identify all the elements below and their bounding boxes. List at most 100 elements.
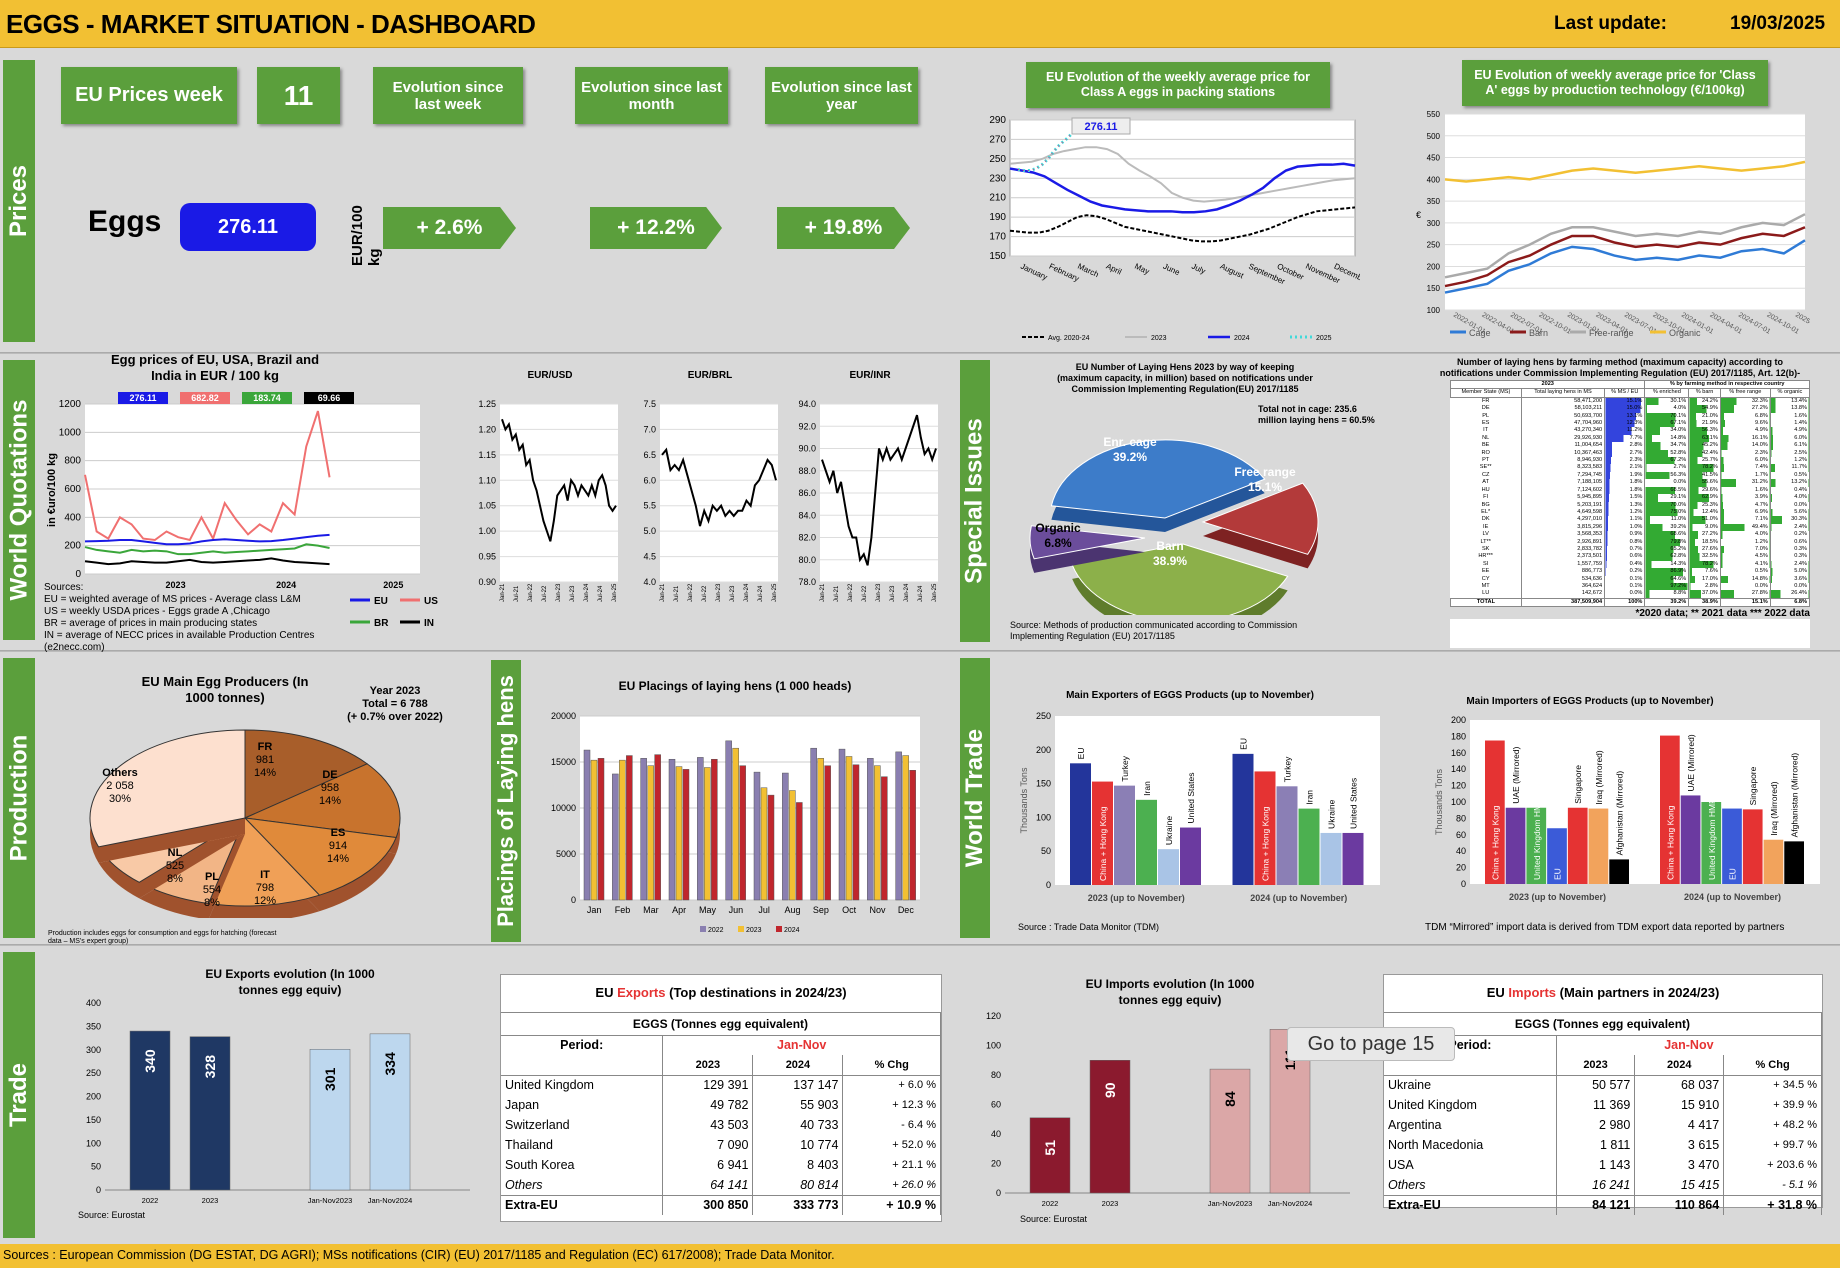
fx-title: EUR/USD (527, 370, 572, 381)
table-cell: + 31.8 % (1723, 1195, 1822, 1215)
bar-UAE (Mirrored) (1680, 795, 1701, 884)
x-tick-label: 2023 (166, 580, 186, 590)
x-tick-label: Jan-21 (660, 583, 666, 602)
table-row: Switzerland 43 503 40 733- 6.4 % (501, 1115, 941, 1135)
x-tick-label: Jan-25 (932, 583, 938, 602)
col-header: 2024 (752, 1055, 844, 1075)
farm-cell: 29.1% (1644, 494, 1690, 502)
pie-pct: 15.1% (1248, 480, 1282, 494)
bar-label: China + Hong Kong (1490, 805, 1500, 880)
x-tick-label: Jan-25 (772, 583, 778, 602)
table-cell: 15 910 (1634, 1095, 1725, 1115)
farm-cell: 142,672 (1521, 590, 1606, 599)
page-tooltip[interactable]: Go to page 15 (1287, 1027, 1455, 1061)
y-tick-label: 250 (1427, 241, 1441, 250)
bar-2022 (782, 772, 789, 901)
farm-cell: MT (1450, 582, 1522, 591)
y-tick-label: 0 (571, 895, 576, 905)
x-group-label: 2024 (up to November) (1684, 892, 1781, 902)
pie-slice-FR (244, 729, 369, 819)
table-row: North Macedonia 1 811 3 615 + 99.7 % (1384, 1135, 1822, 1155)
farm-cell: 37.0% (1688, 590, 1721, 599)
bar-2022 (895, 751, 902, 901)
world-legend: EU US BR IN (350, 596, 438, 629)
table-row: Japan 49 782 55 903 + 12.3 % (501, 1095, 941, 1115)
pie-slice-Barn (1071, 543, 1289, 615)
bar-2022 (129, 1030, 171, 1191)
bar-Turkey (1114, 785, 1135, 885)
y-tick-label: 5.5 (643, 501, 656, 511)
table-cell: North Macedonia (1384, 1135, 1557, 1155)
pie-slice-side (98, 834, 245, 899)
farm-table-row: IE 3,815,296 1.0% 39.2% 9.0% 49.4% 2.4% (1450, 523, 1811, 532)
bar-value: 328 (202, 1055, 218, 1079)
bar-value: 334 (382, 1052, 398, 1076)
legend-swatch (738, 926, 744, 932)
farm-cell: FR (1450, 397, 1522, 406)
legend-label: Avg. 2020-24 (1048, 335, 1090, 342)
x-tick-label: Oct (842, 905, 857, 915)
section-production: Production (3, 658, 35, 938)
bar-Afghanistan (Mirrored) (1609, 859, 1629, 884)
y-tick-label: 250 (1036, 711, 1051, 721)
farm-table-row: SK 2,833,782 0.7% 65.2% 27.6% 7.0% 0.3% (1450, 545, 1811, 554)
y-tick-label: 6.5 (643, 450, 656, 460)
bar-2023 (874, 765, 881, 901)
bar-2023 (647, 765, 654, 901)
row-divider (0, 650, 1840, 652)
y-tick-label: 100 (86, 1138, 101, 1148)
bar-value: 90 (1102, 1082, 1118, 1098)
x-tick-label: Jan (587, 905, 602, 915)
farm-cell: 0.9% (1604, 531, 1646, 539)
farm-cell: 1.9% (1604, 471, 1646, 480)
legend-badge (242, 392, 292, 404)
bar-2024 (909, 770, 916, 901)
pie-label: 14% (254, 767, 276, 779)
pie-pct: 6.8% (1044, 536, 1072, 550)
y-tick-label: 0 (1461, 879, 1466, 889)
bar-Afghanistan (Mirrored) (1784, 841, 1804, 884)
pie-label: DE (322, 769, 337, 781)
x-tick-label: July (1190, 262, 1207, 276)
x-tick-label: Jul-21 (834, 585, 840, 602)
x-tick-label: April (1105, 262, 1124, 277)
world-chart-title: Egg prices of EU, USA, Brazil and India … (110, 352, 320, 383)
bar-label: Ukraine (1327, 799, 1337, 829)
table-cell: 40 733 (752, 1115, 844, 1135)
bar-label: Iraq (Mirrored) (1594, 750, 1604, 804)
table-cell: + 10.9 % (842, 1195, 941, 1215)
y-tick-label: 1.10 (478, 475, 496, 485)
y-tick-label: 800 (64, 456, 81, 467)
farm-cell: 17.0% (1688, 575, 1721, 583)
farm-hdr-year: 2023 (1449, 379, 1646, 390)
farm-cell: 25.7% (1688, 457, 1721, 465)
table-cell: 333 773 (752, 1195, 844, 1215)
pie-label: 30% (109, 793, 131, 805)
pie-slice-Enr. cage (1050, 439, 1266, 519)
table-cell: + 12.3 % (842, 1095, 941, 1115)
farm-cell: CY (1450, 575, 1522, 583)
farm-cell: IE (1450, 523, 1522, 532)
table-cell: United Kingdom (501, 1075, 664, 1095)
bar-2023 (845, 756, 853, 901)
y-tick-label: 1200 (59, 399, 82, 410)
change-year-arrow: + 19.8% (777, 207, 910, 249)
bar-label: China + Hong Kong (1665, 805, 1675, 880)
farm-cell: 0.5% (1770, 471, 1811, 480)
farm-cell: 1.8% (1604, 479, 1646, 487)
y-tick-label: 100 (986, 1041, 1001, 1051)
bar-label: EU (1728, 868, 1738, 880)
farm-cell: 886,773 (1521, 568, 1606, 576)
bar-label: United States (1186, 773, 1196, 824)
farm-cell: 6.9% (1720, 508, 1771, 517)
farm-cell: LU (1450, 590, 1522, 599)
section-prices: Prices (3, 60, 35, 342)
farm-table-row: SE** 8,323,583 2.1% 2.7% 78.2% 7.4% 11.7% (1450, 464, 1811, 472)
bar-2023 (704, 767, 711, 901)
fx-title: EUR/BRL (688, 370, 732, 381)
farm-cell: 21.9% (1688, 420, 1721, 428)
table-cell: Japan (501, 1095, 664, 1115)
table-cell: 1 811 (1556, 1135, 1636, 1155)
farm-cell: 67.2% (1644, 457, 1690, 465)
bar-Singapore (1567, 807, 1588, 884)
